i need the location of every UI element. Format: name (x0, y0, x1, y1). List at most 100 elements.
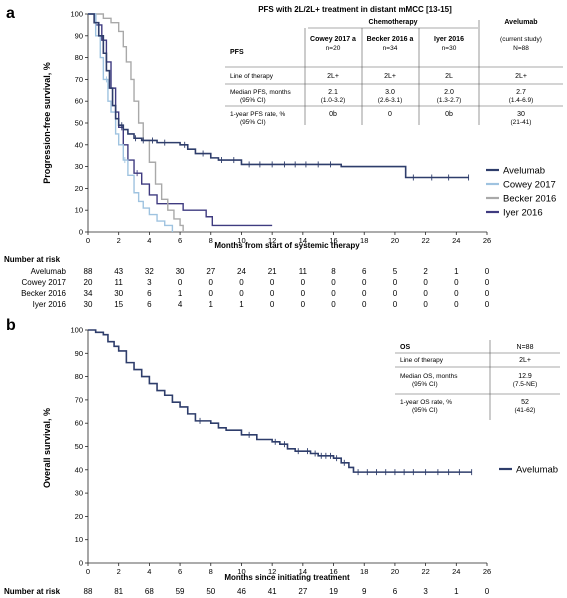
pfs-table-col-n: n=20 (326, 45, 341, 52)
os-y-tick-label: 30 (75, 489, 83, 498)
os-x-tick-label: 20 (391, 567, 399, 576)
os-x-tick-label: 14 (299, 567, 307, 576)
panel-b-label: b (6, 317, 16, 334)
os-risk-value: 59 (176, 587, 185, 596)
pfs-table-cell-ci: (2.6-3.1) (378, 97, 403, 104)
pfs-risk-value: 0 (270, 300, 275, 309)
os-table-cell: 52 (521, 399, 529, 406)
os-summary-table: OS N=88 Line of therapy 2L+ Median OS, mon… (395, 340, 560, 420)
pfs-risk-value: 0 (393, 289, 398, 298)
pfs-x-tick-label: 18 (360, 236, 368, 245)
pfs-table-cell-ci: (1.3-2.7) (437, 97, 462, 104)
pfs-risk-value: 1 (209, 300, 214, 309)
pfs-number-at-risk: Number at risk Avelumab 88 43 32 30 27 24 21 11 8… (4, 255, 490, 309)
os-table-row-label: Line of therapy (400, 357, 444, 364)
pfs-table-cell-ci: (1.4-6.9) (509, 97, 534, 104)
pfs-table-cell: 3.0 (385, 89, 395, 96)
os-risk-value: 50 (206, 587, 215, 596)
pfs-risk-value: 34 (84, 289, 93, 298)
pfs-table-cell: 2.1 (328, 89, 338, 96)
os-table-cell-ci: (41-62) (515, 407, 536, 414)
os-table-row-label: 1-year OS rate, % (400, 399, 452, 406)
pfs-risk-row-name: Cowey 2017 (22, 278, 67, 287)
pfs-risk-value: 6 (147, 289, 152, 298)
pfs-risk-value: 11 (115, 278, 124, 287)
pfs-x-tick-label: 12 (268, 236, 276, 245)
os-y-tick-label: 60 (75, 419, 83, 428)
os-risk-value: 19 (329, 587, 338, 596)
pfs-risk-value: 0 (331, 300, 336, 309)
pfs-risk-value: 0 (485, 300, 490, 309)
pfs-risk-value: 0 (485, 267, 490, 276)
pfs-risk-value: 30 (84, 300, 93, 309)
pfs-risk-value: 0 (423, 278, 428, 287)
os-risk-value: 88 (84, 587, 93, 596)
pfs-risk-value: 88 (84, 267, 93, 276)
legend-label-iyer: Iyer 2016 (503, 208, 543, 219)
pfs-x-tick-label: 16 (329, 236, 337, 245)
os-risk-value: 27 (298, 587, 307, 596)
os-y-tick-label: 70 (75, 395, 83, 404)
os-table-header-right: N=88 (517, 344, 534, 351)
pfs-table-group-header: Chemotherapy (368, 19, 417, 26)
pfs-risk-value: 1 (178, 289, 183, 298)
os-legend: Avelumab (499, 465, 558, 476)
pfs-y-tick-label: 80 (75, 53, 83, 62)
pfs-risk-value: 24 (237, 267, 246, 276)
pfs-y-tick-label: 100 (70, 10, 83, 19)
pfs-table-cell: 2L+ (384, 73, 396, 80)
pfs-table-col-sub: (current study) (500, 36, 542, 43)
pfs-risk-value: 30 (176, 267, 185, 276)
pfs-risk-value: 5 (393, 267, 398, 276)
os-risk-value: 9 (362, 587, 367, 596)
os-y-tick-label: 10 (75, 535, 83, 544)
os-x-tick-label: 4 (147, 567, 151, 576)
os-table-cell: 2L+ (519, 357, 531, 364)
os-legend-label: Avelumab (516, 465, 558, 476)
pfs-risk-value: 0 (301, 300, 306, 309)
pfs-risk-value: 32 (145, 267, 154, 276)
pfs-risk-value: 0 (485, 278, 490, 287)
legend-label-cowey: Cowey 2017 (503, 180, 556, 191)
pfs-risk-value: 0 (362, 278, 367, 287)
pfs-table-cell: 2.7 (516, 89, 526, 96)
os-risk-value: 1 (454, 587, 459, 596)
legend-label-becker: Becker 2016 (503, 194, 556, 205)
pfs-risk-value: 0 (209, 278, 214, 287)
pfs-risk-value: 0 (454, 278, 459, 287)
pfs-risk-value: 2 (423, 267, 428, 276)
pfs-series (88, 13, 470, 232)
pfs-x-tick-label: 22 (421, 236, 429, 245)
os-risk-header: Number at risk (4, 587, 61, 596)
pfs-table-cell-ci: (21-41) (511, 119, 532, 126)
os-series (88, 329, 473, 476)
pfs-risk-value: 0 (270, 278, 275, 287)
pfs-table-row-label: 1-year PFS rate, % (230, 111, 285, 118)
pfs-risk-row-name: Iyer 2016 (33, 300, 67, 309)
pfs-y-tick-label: 30 (75, 162, 83, 171)
pfs-table-row-header: PFS (230, 49, 244, 56)
pfs-risk-value: 0 (423, 300, 428, 309)
os-y-tick-label: 100 (70, 326, 83, 335)
pfs-table-cell-ci: (1.0-3.2) (321, 97, 346, 104)
pfs-risk-value: 0 (362, 300, 367, 309)
pfs-risk-value: 0 (239, 278, 244, 287)
os-risk-value: 3 (423, 587, 428, 596)
pfs-risk-value: 1 (239, 300, 244, 309)
pfs-risk-value: 0 (331, 289, 336, 298)
os-table-row-sublabel: (95% CI) (412, 407, 438, 414)
os-y-tick-label: 80 (75, 372, 83, 381)
os-series-line-avelumab (88, 329, 472, 473)
pfs-y-tick-label: 90 (75, 31, 83, 40)
pfs-x-tick-label: 4 (147, 236, 151, 245)
pfs-x-tick-label: 24 (452, 236, 460, 245)
pfs-table-row-sublabel: (95% CI) (240, 97, 266, 104)
pfs-risk-value: 0 (178, 278, 183, 287)
legend-label-avelumab: Avelumab (503, 166, 545, 177)
os-y-axis-label: Overall survival, % (42, 408, 52, 488)
os-x-tick-label: 6 (178, 567, 182, 576)
pfs-risk-value: 43 (114, 267, 123, 276)
pfs-risk-value: 0 (362, 289, 367, 298)
pfs-risk-value: 27 (206, 267, 215, 276)
os-risk-value: 6 (393, 587, 398, 596)
